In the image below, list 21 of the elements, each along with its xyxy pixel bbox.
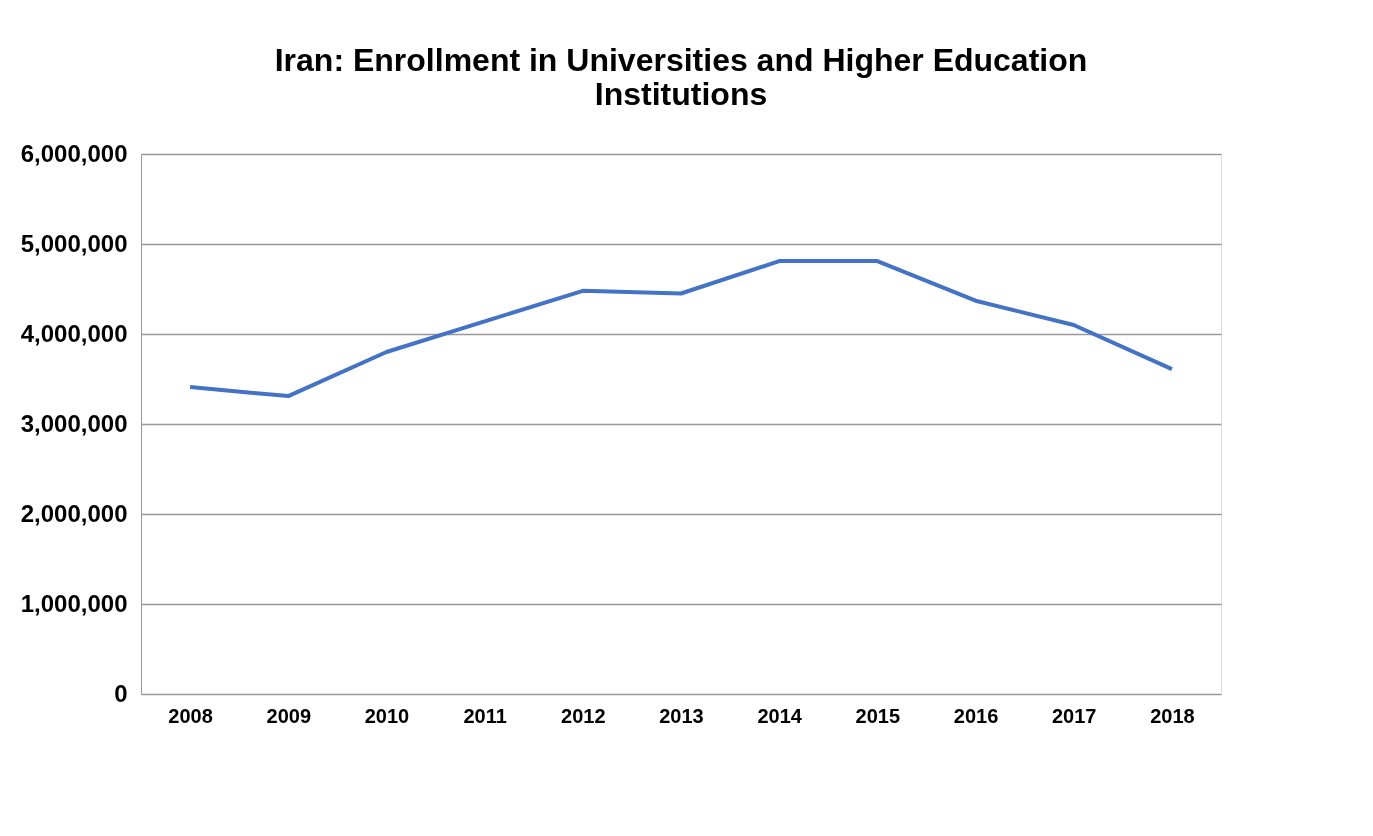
line-series — [188, 259, 1174, 399]
y-tick-label: 1,000,000 — [20, 589, 128, 617]
y-tick-label: 0 — [114, 679, 128, 707]
x-tick-label: 2013 — [659, 704, 704, 727]
x-tick-label: 2012 — [561, 704, 606, 727]
x-tick-label: 2010 — [364, 704, 410, 727]
x-tick-label: 2017 — [1051, 704, 1097, 727]
x-tick-label: 2016 — [953, 704, 999, 727]
x-tick-label: 2011 — [463, 704, 507, 727]
x-tick-label: 2008 — [168, 704, 213, 727]
x-tick-label: 2009 — [266, 704, 312, 727]
y-tick-label: 2,000,000 — [20, 499, 128, 527]
x-tick-label: 2015 — [855, 704, 901, 727]
y-tick-label: 5,000,000 — [20, 229, 128, 257]
y-tick-label: 4,000,000 — [20, 319, 128, 347]
x-tick-label: 2018 — [1150, 704, 1195, 727]
y-tick-label: 6,000,000 — [20, 139, 128, 167]
x-tick-label: 2014 — [757, 704, 803, 727]
text: Iran: Enrollment in Universities and Higher Education — [274, 42, 1088, 78]
y-tick-label: 3,000,000 — [20, 409, 128, 437]
text: Institutions — [594, 76, 768, 112]
